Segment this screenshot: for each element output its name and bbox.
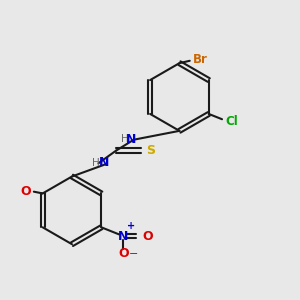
Text: Br: Br xyxy=(193,53,208,66)
Text: O: O xyxy=(142,230,153,243)
Text: Cl: Cl xyxy=(226,115,239,128)
Text: S: S xyxy=(146,144,155,157)
Text: N: N xyxy=(126,133,136,146)
Text: −: − xyxy=(129,249,138,259)
Text: O: O xyxy=(118,247,129,260)
Text: +: + xyxy=(127,221,135,231)
Text: N: N xyxy=(118,230,129,243)
Text: H: H xyxy=(121,134,128,143)
Text: O: O xyxy=(20,184,31,198)
Text: N: N xyxy=(99,156,109,169)
Text: H: H xyxy=(92,158,100,168)
